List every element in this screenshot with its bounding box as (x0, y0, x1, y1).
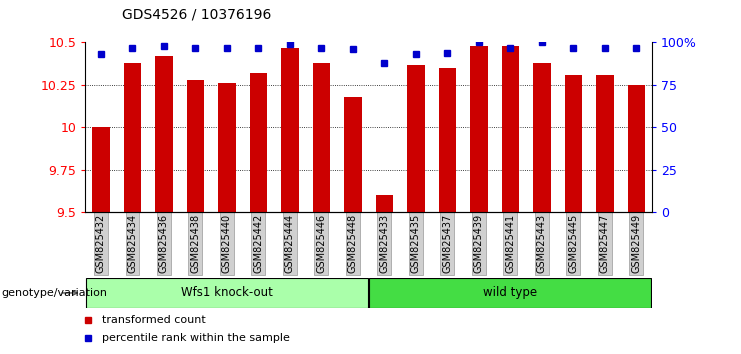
Bar (250, 73, 267, 212)
Bar (502, 46, 519, 212)
Bar (156, 56, 173, 212)
Bar (597, 75, 614, 212)
Bar (219, 83, 236, 212)
Bar (628, 85, 645, 212)
Bar (282, 47, 299, 212)
Text: genotype/variation: genotype/variation (1, 288, 107, 298)
Bar (471, 46, 488, 212)
Bar (187, 80, 204, 212)
Bar (369, 278, 651, 308)
Text: Wfs1 knock-out: Wfs1 knock-out (181, 286, 273, 299)
Bar (534, 63, 551, 212)
Bar (313, 63, 330, 212)
Bar (565, 75, 582, 212)
Bar (345, 97, 362, 212)
Bar (439, 68, 456, 212)
Text: wild type: wild type (483, 286, 537, 299)
Bar (93, 127, 110, 212)
Bar (408, 64, 425, 212)
Text: transformed count: transformed count (102, 315, 206, 325)
Bar (376, 195, 393, 212)
Bar (124, 63, 141, 212)
Text: GDS4526 / 10376196: GDS4526 / 10376196 (122, 7, 272, 21)
Bar (86, 278, 368, 308)
Text: percentile rank within the sample: percentile rank within the sample (102, 333, 290, 343)
